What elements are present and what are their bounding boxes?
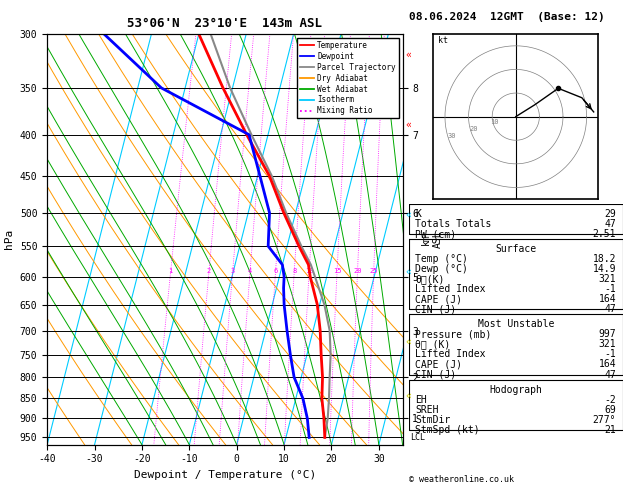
Text: 10: 10 <box>490 119 499 125</box>
Text: 29: 29 <box>604 209 616 219</box>
Text: 18.2: 18.2 <box>593 254 616 264</box>
Text: 08.06.2024  12GMT  (Base: 12): 08.06.2024 12GMT (Base: 12) <box>409 12 604 22</box>
Text: Lifted Index: Lifted Index <box>415 284 486 295</box>
Text: 47: 47 <box>604 369 616 380</box>
Text: 2: 2 <box>207 268 211 274</box>
Text: -2: -2 <box>604 395 616 404</box>
Text: EH: EH <box>415 395 427 404</box>
Text: «: « <box>406 337 411 347</box>
Text: θᴇ (K): θᴇ (K) <box>415 339 450 349</box>
Text: «: « <box>406 120 411 129</box>
Text: 69: 69 <box>604 404 616 415</box>
Text: © weatheronline.co.uk: © weatheronline.co.uk <box>409 474 514 484</box>
Text: 164: 164 <box>599 360 616 369</box>
Text: «: « <box>406 267 411 277</box>
Text: -1: -1 <box>604 349 616 360</box>
Text: Pressure (mb): Pressure (mb) <box>415 330 492 339</box>
Text: 164: 164 <box>599 295 616 304</box>
Text: CAPE (J): CAPE (J) <box>415 295 462 304</box>
Text: Surface: Surface <box>495 244 537 254</box>
Text: K: K <box>415 209 421 219</box>
Y-axis label: km
ASL: km ASL <box>421 230 443 248</box>
Text: kt: kt <box>438 36 448 46</box>
Text: LCL: LCL <box>409 433 425 442</box>
Text: 30: 30 <box>448 133 456 139</box>
Text: 1: 1 <box>169 268 173 274</box>
Text: Totals Totals: Totals Totals <box>415 219 492 229</box>
Legend: Temperature, Dewpoint, Parcel Trajectory, Dry Adiabat, Wet Adiabat, Isotherm, Mi: Temperature, Dewpoint, Parcel Trajectory… <box>297 38 399 119</box>
Text: CIN (J): CIN (J) <box>415 304 457 314</box>
Text: 4: 4 <box>248 268 252 274</box>
Text: «: « <box>406 50 411 60</box>
Text: Temp (°C): Temp (°C) <box>415 254 468 264</box>
Text: 2.51: 2.51 <box>593 229 616 239</box>
Y-axis label: hPa: hPa <box>4 229 14 249</box>
Text: «: « <box>406 390 411 400</box>
Text: PW (cm): PW (cm) <box>415 229 457 239</box>
Text: 15: 15 <box>333 268 342 274</box>
Text: 47: 47 <box>604 219 616 229</box>
Text: 53°06'N  23°10'E  143m ASL: 53°06'N 23°10'E 143m ASL <box>127 17 323 30</box>
Text: Lifted Index: Lifted Index <box>415 349 486 360</box>
Text: «: « <box>406 210 411 220</box>
Text: Hodograph: Hodograph <box>489 384 542 395</box>
Text: 6: 6 <box>274 268 278 274</box>
Text: Most Unstable: Most Unstable <box>477 319 554 330</box>
Text: 10: 10 <box>305 268 313 274</box>
Text: StmSpd (kt): StmSpd (kt) <box>415 425 480 434</box>
Text: -1: -1 <box>604 284 616 295</box>
Text: 14.9: 14.9 <box>593 264 616 274</box>
Text: 47: 47 <box>604 304 616 314</box>
Text: SREH: SREH <box>415 404 439 415</box>
Text: 8: 8 <box>292 268 296 274</box>
X-axis label: Dewpoint / Temperature (°C): Dewpoint / Temperature (°C) <box>134 470 316 480</box>
Text: 3: 3 <box>231 268 235 274</box>
Text: 25: 25 <box>369 268 378 274</box>
Text: 321: 321 <box>599 339 616 349</box>
Text: CIN (J): CIN (J) <box>415 369 457 380</box>
Text: Dewp (°C): Dewp (°C) <box>415 264 468 274</box>
Text: θᴇ(K): θᴇ(K) <box>415 274 445 284</box>
Text: 997: 997 <box>599 330 616 339</box>
Text: CAPE (J): CAPE (J) <box>415 360 462 369</box>
Text: 20: 20 <box>353 268 362 274</box>
Text: 21: 21 <box>604 425 616 434</box>
Text: 20: 20 <box>469 126 477 132</box>
Text: StmDir: StmDir <box>415 415 450 425</box>
Text: 321: 321 <box>599 274 616 284</box>
Text: 277°: 277° <box>593 415 616 425</box>
